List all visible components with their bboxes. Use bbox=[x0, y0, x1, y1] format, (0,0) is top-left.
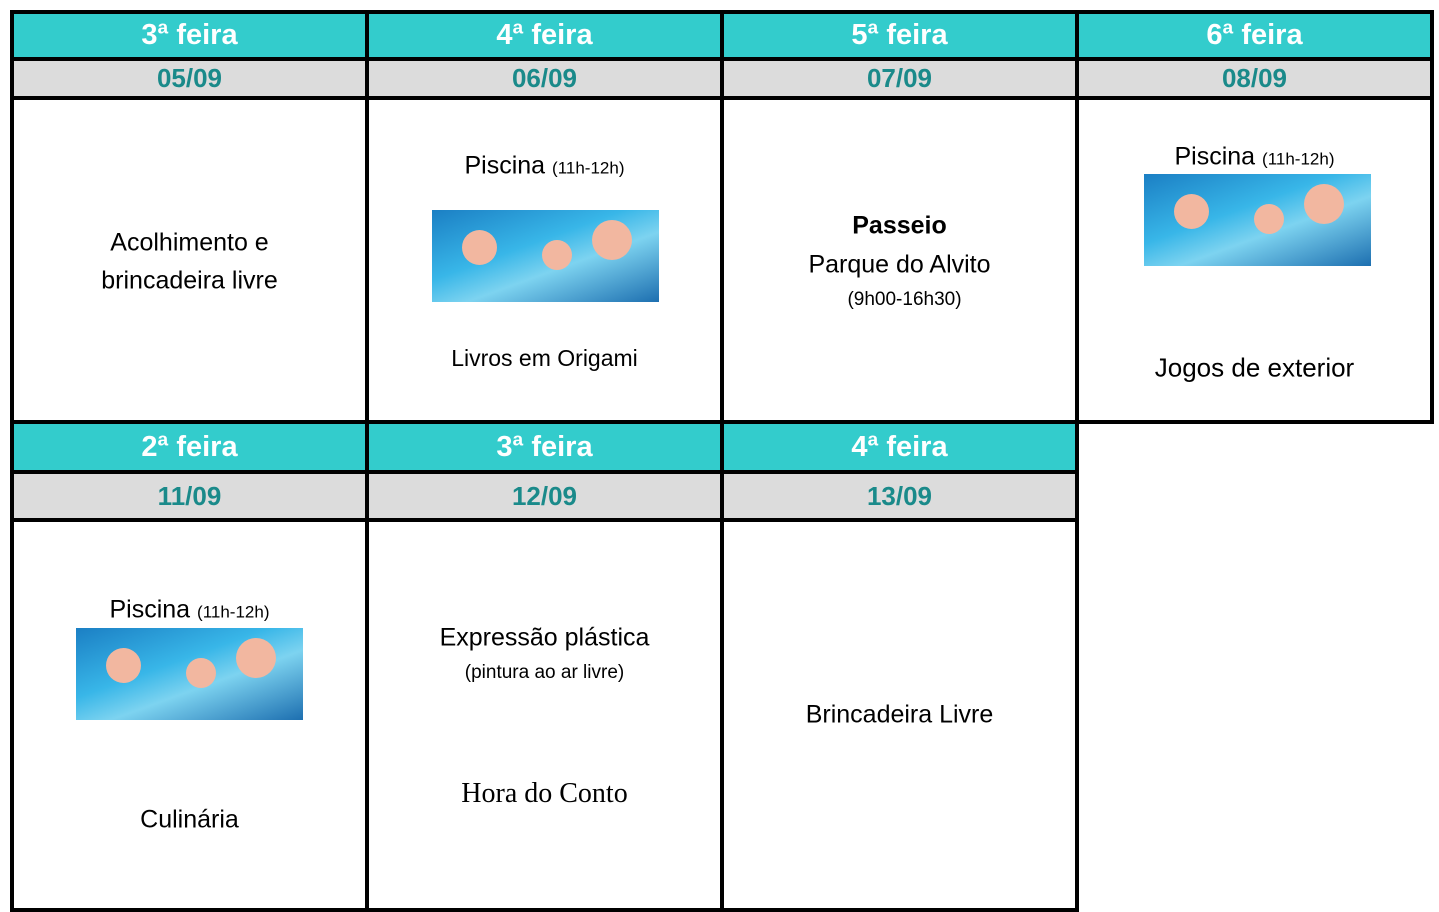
activity-cell bbox=[365, 522, 724, 912]
activity: Passeio bbox=[852, 211, 947, 240]
activity-cell bbox=[720, 522, 1079, 912]
day-header: 4ª feira bbox=[365, 10, 724, 61]
activity: Brincadeira Livre bbox=[805, 700, 994, 729]
place: Parque do Alvito bbox=[808, 250, 991, 279]
swimming-photo bbox=[76, 628, 303, 720]
activity: Livros em Origami bbox=[451, 344, 638, 371]
activity: Acolhimento e brincadeira livre bbox=[101, 228, 278, 295]
swimming-photo bbox=[432, 210, 659, 302]
activity: Jogos de exterior bbox=[1154, 352, 1355, 383]
activity: Piscina bbox=[109, 595, 191, 624]
activity-cell bbox=[365, 100, 724, 424]
date-header: 05/09 bbox=[10, 61, 369, 100]
day-header: 2ª feira bbox=[10, 420, 369, 474]
date-header: 11/09 bbox=[10, 474, 369, 522]
time: (11h-12h) bbox=[552, 158, 625, 178]
day-header: 6ª feira bbox=[1075, 10, 1434, 61]
time: (pintura ao ar livre) bbox=[464, 661, 625, 683]
activity-line: Piscina (11h-12h) bbox=[40, 591, 340, 629]
time: (9h00-16h30) bbox=[847, 288, 962, 310]
activity-cell bbox=[720, 100, 1079, 424]
day-header: 5ª feira bbox=[720, 10, 1079, 61]
date-header: 06/09 bbox=[365, 61, 724, 100]
activity-line: Piscina (11h-12h) bbox=[395, 147, 695, 185]
day-header: 3ª feira bbox=[10, 10, 369, 61]
date-header: 13/09 bbox=[720, 474, 1079, 522]
activity: Piscina bbox=[464, 151, 546, 180]
time: (11h-12h) bbox=[197, 602, 270, 622]
activity: Piscina bbox=[1174, 142, 1256, 171]
date-header: 12/09 bbox=[365, 474, 724, 522]
day-header: 3ª feira bbox=[365, 420, 724, 474]
time: (11h-12h) bbox=[1262, 149, 1335, 169]
day-header: 4ª feira bbox=[720, 420, 1079, 474]
swimming-photo bbox=[1144, 174, 1371, 266]
activity: Expressão plástica bbox=[439, 623, 650, 652]
activity-line: Piscina (11h-12h) bbox=[1105, 138, 1405, 176]
date-header: 08/09 bbox=[1075, 61, 1434, 100]
date-header: 07/09 bbox=[720, 61, 1079, 100]
activity: Hora do Conto bbox=[461, 778, 628, 809]
activity: Culinária bbox=[140, 805, 239, 834]
